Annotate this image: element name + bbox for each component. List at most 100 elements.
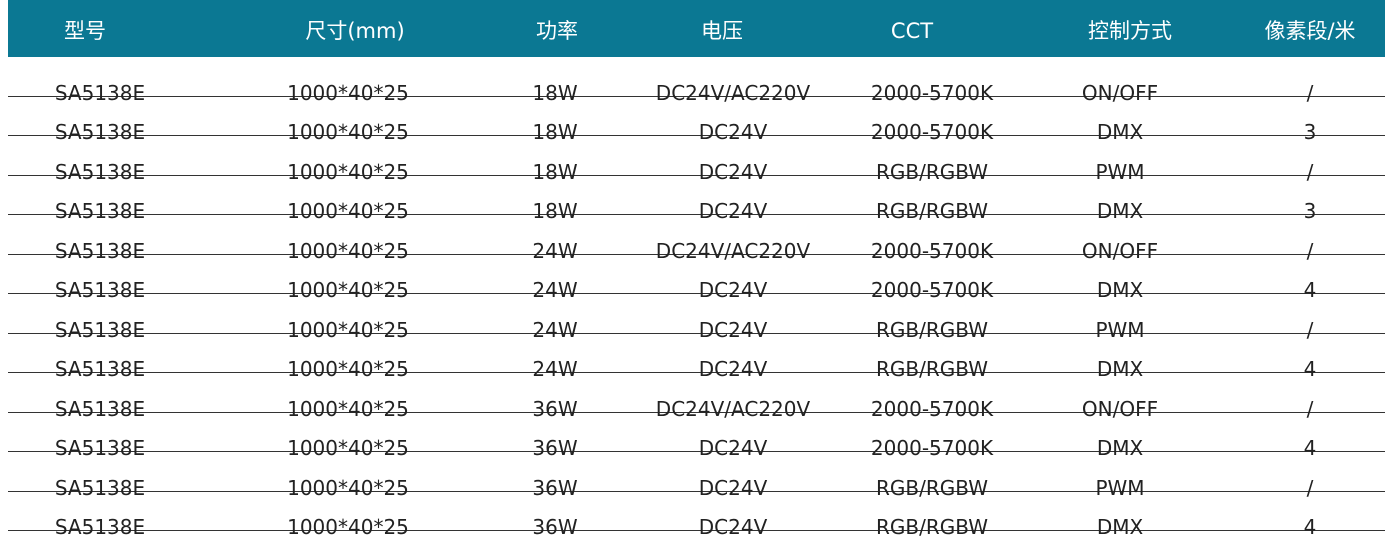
table-cell: 4: [1303, 357, 1317, 381]
table-cell: RGB/RGBW: [875, 159, 989, 184]
table-cell: DMX: [1096, 278, 1144, 302]
table-cell: 24W: [532, 317, 578, 342]
table-cell: ON/OFF: [1081, 80, 1159, 105]
table-cell: 1000*40*25: [287, 120, 409, 144]
table-row: SA5138E 1000*40*25 36W DC24V RGB/RGBW PWM /: [8, 452, 1385, 500]
table-cell: DC24V: [698, 357, 768, 381]
table-cell: DC24V/AC220V: [655, 80, 811, 105]
table-cell: 1000*40*25: [287, 199, 409, 223]
table-cell: 2000-5700K: [870, 238, 994, 263]
table-cell: RGB/RGBW: [875, 475, 989, 500]
table-cell: RGB/RGBW: [875, 515, 989, 539]
table-cell: 24W: [532, 238, 578, 263]
table-cell: SA5138E: [54, 436, 146, 460]
table-cell: DC24V/AC220V: [655, 396, 811, 421]
table-cell: DC24V: [698, 278, 768, 302]
table-cell: 3: [1303, 199, 1317, 223]
table-cell: PWM: [1095, 159, 1145, 184]
table-row: SA5138E 1000*40*25 36W DC24V RGB/RGBW DMX 4: [8, 492, 1385, 539]
table-cell: /: [1306, 80, 1314, 105]
table-cell: PWM: [1095, 475, 1145, 500]
table-cell: RGB/RGBW: [875, 317, 989, 342]
table-cell: DC24V: [698, 515, 768, 539]
table-cell: 1000*40*25: [287, 475, 409, 500]
table-cell: DC24V: [698, 317, 768, 342]
table-cell: SA5138E: [54, 238, 146, 263]
table-cell: DMX: [1096, 199, 1144, 223]
header-cell: CCT: [890, 19, 934, 43]
table-row: SA5138E 1000*40*25 24W DC24V RGB/RGBW DMX 4: [8, 334, 1385, 381]
table-cell: /: [1306, 238, 1314, 263]
table-cell: 36W: [532, 475, 578, 500]
table-row: SA5138E 1000*40*25 36W DC24V 2000-5700K DMX 4: [8, 413, 1385, 460]
table-cell: 18W: [532, 159, 578, 184]
table-cell: 1000*40*25: [287, 515, 409, 539]
table-cell: SA5138E: [54, 357, 146, 381]
table-cell: 1000*40*25: [287, 317, 409, 342]
table-cell: PWM: [1095, 317, 1145, 342]
table-cell: 2000-5700K: [870, 396, 994, 421]
table-cell: DMX: [1096, 120, 1144, 144]
table-header: 型号 尺寸(mm) 功率 电压 CCT 控制方式 像素段/米: [8, 0, 1385, 57]
table-cell: SA5138E: [54, 317, 146, 342]
table-cell: 2000-5700K: [870, 278, 994, 302]
table-row: SA5138E 1000*40*25 18W DC24V 2000-5700K DMX 3: [8, 97, 1385, 144]
table-cell: RGB/RGBW: [875, 357, 989, 381]
table-cell: DC24V: [698, 120, 768, 144]
table-cell: 4: [1303, 436, 1317, 460]
table-cell: DC24V: [698, 159, 768, 184]
table-cell: DMX: [1096, 515, 1144, 539]
table-cell: SA5138E: [54, 159, 146, 184]
table-cell: SA5138E: [54, 278, 146, 302]
table-cell: 1000*40*25: [287, 238, 409, 263]
table-cell: 2000-5700K: [870, 436, 994, 460]
table-cell: DC24V/AC220V: [655, 238, 811, 263]
header-cell: 电压: [701, 19, 743, 43]
table-cell: 1000*40*25: [287, 436, 409, 460]
table-cell: /: [1306, 396, 1314, 421]
table-cell: 4: [1303, 515, 1317, 539]
table-cell: 18W: [532, 199, 578, 223]
table-row: SA5138E 1000*40*25 18W DC24V/AC220V 2000-570…: [8, 57, 1385, 105]
table-cell: 1000*40*25: [287, 357, 409, 381]
table-cell: 3: [1303, 120, 1317, 144]
table-cell: 1000*40*25: [287, 278, 409, 302]
table-cell: 4: [1303, 278, 1317, 302]
table-row: SA5138E 1000*40*25 24W DC24V RGB/RGBW PWM /: [8, 294, 1385, 342]
header-cell: 型号: [64, 19, 106, 43]
table-cell: 18W: [532, 80, 578, 105]
table-cell: DC24V: [698, 436, 768, 460]
table-cell: SA5138E: [54, 515, 146, 539]
header-cell: 像素段/米: [1264, 19, 1356, 43]
table-cell: DC24V: [698, 199, 768, 223]
table-cell: 1000*40*25: [287, 80, 409, 105]
table-cell: 36W: [532, 396, 578, 421]
table-cell: SA5138E: [54, 475, 146, 500]
table-cell: 36W: [532, 436, 578, 460]
table-cell: /: [1306, 159, 1314, 184]
table-cell: 18W: [532, 120, 578, 144]
table-cell: 2000-5700K: [870, 120, 994, 144]
header-cell: 控制方式: [1088, 19, 1172, 43]
table-cell: SA5138E: [54, 80, 146, 105]
table-cell: 1000*40*25: [287, 396, 409, 421]
table-cell: /: [1306, 317, 1314, 342]
table-row: SA5138E 1000*40*25 18W DC24V RGB/RGBW PWM /: [8, 136, 1385, 184]
table-cell: SA5138E: [54, 199, 146, 223]
table-cell: 36W: [532, 515, 578, 539]
table-cell: 24W: [532, 357, 578, 381]
table-cell: 1000*40*25: [287, 159, 409, 184]
table-row: SA5138E 1000*40*25 36W DC24V/AC220V 2000-570…: [8, 373, 1385, 421]
table-row: SA5138E 1000*40*25 18W DC24V RGB/RGBW DMX 3: [8, 176, 1385, 223]
table-cell: 2000-5700K: [870, 80, 994, 105]
table-cell: DC24V: [698, 475, 768, 500]
table-cell: SA5138E: [54, 120, 146, 144]
table-cell: ON/OFF: [1081, 238, 1159, 263]
table-cell: SA5138E: [54, 396, 146, 421]
table-cell: 24W: [532, 278, 578, 302]
table-cell: ON/OFF: [1081, 396, 1159, 421]
table-cell: DMX: [1096, 436, 1144, 460]
header-cell: 尺寸(mm): [305, 19, 405, 43]
table-cell: RGB/RGBW: [875, 199, 989, 223]
